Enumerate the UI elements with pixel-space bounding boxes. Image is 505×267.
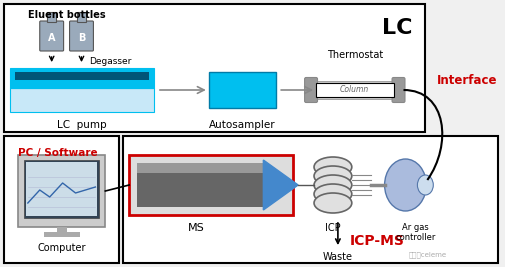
Bar	[44, 232, 79, 237]
Text: Eluent bottles: Eluent bottles	[28, 10, 106, 20]
Bar	[129, 155, 293, 215]
Bar	[137, 163, 264, 173]
FancyBboxPatch shape	[392, 77, 405, 103]
Text: 测了么celeme: 测了么celeme	[408, 252, 446, 258]
Text: LC  pump: LC pump	[57, 120, 107, 130]
Text: Waste: Waste	[323, 252, 353, 262]
Bar	[15, 72, 149, 80]
Text: LC: LC	[382, 18, 413, 38]
Bar	[316, 83, 393, 97]
Text: Computer: Computer	[37, 243, 86, 253]
Bar	[10, 88, 154, 112]
Ellipse shape	[418, 175, 433, 195]
Ellipse shape	[314, 193, 352, 213]
Bar	[77, 12, 86, 22]
Ellipse shape	[314, 157, 352, 177]
Text: Thermostat: Thermostat	[327, 50, 383, 60]
Ellipse shape	[314, 175, 352, 195]
Bar	[209, 72, 276, 108]
Text: Interface: Interface	[437, 73, 497, 87]
Bar	[123, 136, 498, 263]
Ellipse shape	[314, 166, 352, 186]
FancyBboxPatch shape	[70, 21, 93, 51]
FancyBboxPatch shape	[18, 155, 106, 227]
Bar	[4, 4, 425, 132]
FancyBboxPatch shape	[305, 77, 318, 103]
Bar	[47, 12, 56, 22]
Ellipse shape	[314, 184, 352, 204]
Bar	[26, 162, 97, 216]
Bar	[314, 81, 395, 99]
Text: PC / Software: PC / Software	[18, 148, 97, 158]
Bar	[4, 136, 119, 263]
Bar	[57, 227, 67, 233]
Text: Column: Column	[340, 85, 370, 95]
Ellipse shape	[385, 159, 426, 211]
Text: MS: MS	[188, 223, 205, 233]
Text: Ar gas
controller: Ar gas controller	[395, 223, 436, 242]
Text: Degasser: Degasser	[89, 57, 132, 66]
Text: B: B	[78, 33, 85, 43]
Polygon shape	[264, 160, 298, 210]
Bar	[137, 163, 264, 207]
Text: A: A	[48, 33, 56, 43]
FancyBboxPatch shape	[40, 21, 64, 51]
Text: ICP-MS: ICP-MS	[350, 234, 405, 248]
Bar	[24, 160, 99, 218]
Bar	[10, 68, 154, 88]
Text: ICP: ICP	[325, 223, 341, 233]
Text: Autosampler: Autosampler	[209, 120, 276, 130]
